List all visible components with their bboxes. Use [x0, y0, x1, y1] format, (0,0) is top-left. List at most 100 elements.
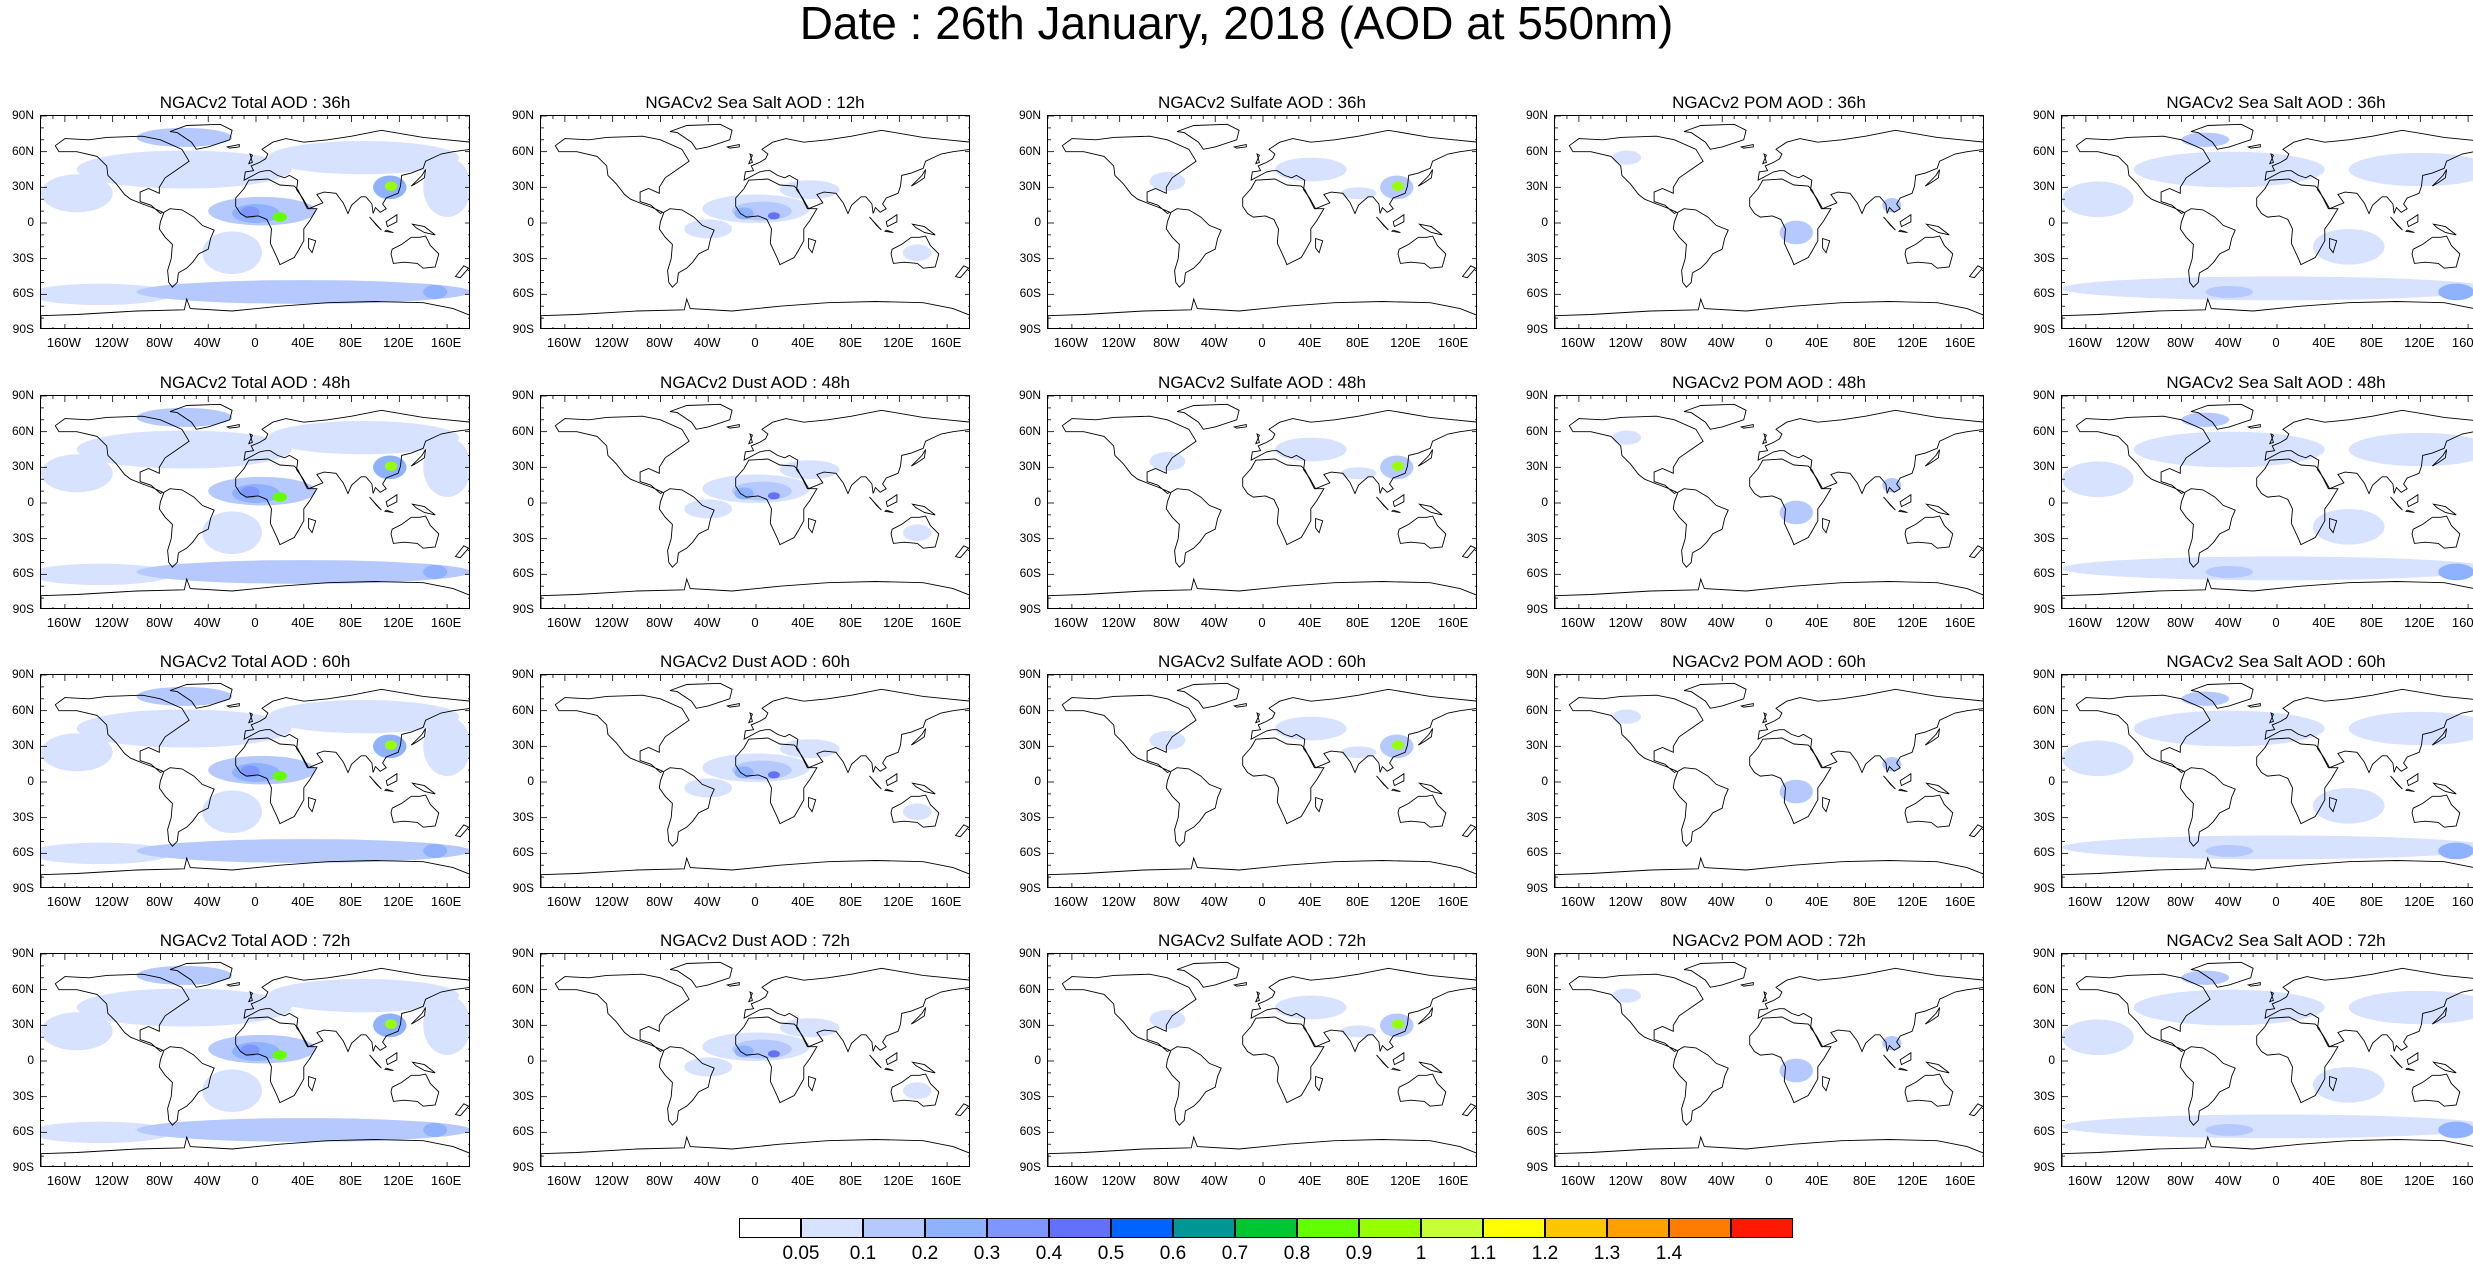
coastline [384, 788, 394, 792]
map-panel: NGACv2 Sea Salt AOD : 12h 90N 60N 30N 0 30S 60… [500, 93, 970, 349]
coastline [385, 1051, 398, 1066]
coastline [2075, 135, 2211, 215]
panel-title: NGACv2 Dust AOD : 72h [660, 931, 850, 950]
coastline [1376, 216, 1389, 231]
map-plot-area [40, 115, 470, 329]
lon-label: 40E [2312, 894, 2336, 909]
lon-label: 0 [1765, 1173, 1773, 1188]
lon-label: 40E [791, 1173, 815, 1188]
coastline [735, 458, 818, 546]
coastline [308, 237, 317, 254]
coastline [390, 235, 440, 269]
coastline [1176, 682, 1240, 709]
aod-shading [41, 733, 113, 772]
colorbar-label: 0.9 [1345, 1243, 1373, 1264]
coastline [2179, 208, 2236, 288]
coastline [1925, 223, 1950, 236]
colorbar-swatch [1669, 1218, 1731, 1238]
coastline [2405, 788, 2415, 792]
coastline [1555, 297, 1983, 328]
lon-label: 40W [1707, 335, 1735, 350]
map-panel: NGACv2 POM AOD : 36h 90N 60N 30N 0 30S 60S 90S 1… [1514, 93, 1984, 349]
lon-label: 80E [1345, 335, 1370, 350]
lon-label: 80E [1852, 1173, 1877, 1188]
coastline [1749, 458, 1832, 546]
coastline [1418, 223, 1443, 236]
aod-shading [76, 709, 292, 748]
coastline [1242, 1016, 1325, 1104]
map-plot-area [1554, 953, 1984, 1167]
coastline [2075, 415, 2211, 495]
lat-label: 30S [2033, 250, 2055, 265]
lon-label: 160E [430, 335, 462, 350]
panel-title: NGACv2 Total AOD : 72h [159, 931, 351, 950]
coastline [554, 973, 690, 1053]
coastline [910, 1007, 927, 1025]
aod-shading [385, 740, 397, 750]
map-panel: NGACv2 POM AOD : 60h 90N 60N 30N 0 30S 60S 90S 1… [1514, 652, 1984, 908]
lat-label: 60S [1019, 286, 1041, 301]
coastline [1904, 1073, 1954, 1107]
coastline [735, 178, 818, 266]
lat-label: 90N [11, 946, 34, 960]
lat-label: 30S [1526, 809, 1548, 824]
coastline [308, 1075, 317, 1092]
lon-label: 160E [1437, 894, 1469, 909]
coastline [1392, 772, 1405, 787]
lat-label: 90S [512, 1160, 534, 1174]
world-map [1555, 116, 1983, 328]
coastline [743, 129, 969, 215]
lat-label: 90N [511, 946, 534, 960]
coastline [1417, 449, 1434, 467]
lon-label: 160E [1944, 615, 1976, 630]
coastline [1232, 143, 1247, 149]
coastline [1417, 1007, 1434, 1025]
lat-label: 60S [12, 566, 34, 581]
colorbar-swatch [1545, 1218, 1607, 1238]
lon-label: 80W [1660, 894, 1687, 909]
coastline [1672, 208, 1729, 288]
lat-label: 90S [12, 322, 34, 336]
colorbar-swatch [1731, 1218, 1793, 1238]
panel-title: NGACv2 Sea Salt AOD : 48h [2166, 373, 2386, 392]
aod-shading [2438, 842, 2473, 860]
coastline [1315, 796, 1324, 813]
coastline [235, 178, 318, 266]
lon-label: 80E [838, 615, 863, 630]
aod-shading [2181, 970, 2230, 985]
colorbar-swatch [1049, 1218, 1111, 1238]
lon-label: 120W [1608, 335, 1643, 350]
lat-label: 0 [27, 1053, 34, 1067]
lon-label: 120W [1101, 335, 1136, 350]
lon-label: 160E [930, 335, 962, 350]
aod-shading [423, 716, 469, 777]
lon-label: 80W [146, 615, 173, 630]
lon-label: 120E [2404, 615, 2435, 630]
lat-label: 60N [1018, 423, 1041, 438]
lat-label: 90N [1018, 388, 1041, 402]
coastline [54, 135, 190, 215]
lon-label: 80E [838, 894, 863, 909]
map-panel: NGACv2 Sulfate AOD : 36h 90N 60N 30N 0 30S 60S… [1007, 93, 1477, 349]
coastline [1883, 216, 1896, 231]
coastline [1761, 712, 1767, 724]
coastline [747, 712, 753, 724]
coastline [243, 967, 469, 1053]
lon-label: 120E [383, 1173, 414, 1188]
coastline [911, 223, 936, 236]
aod-shading [202, 511, 262, 555]
coastline [1061, 973, 1197, 1053]
lat-label: 0 [527, 1053, 534, 1067]
lat-label: 90N [11, 667, 34, 681]
lon-label: 160W [2067, 1173, 2102, 1188]
aod-shading [1340, 187, 1377, 200]
coastline [1761, 433, 1767, 445]
lon-label: 160E [430, 1173, 462, 1188]
aod-shading [2205, 566, 2254, 578]
lon-label: 0 [2272, 615, 2280, 630]
aod-shading [2062, 276, 2473, 301]
world-map [1048, 396, 1476, 608]
aod-shading [1274, 716, 1347, 741]
coastline [541, 856, 969, 887]
coastline [1391, 509, 1401, 513]
